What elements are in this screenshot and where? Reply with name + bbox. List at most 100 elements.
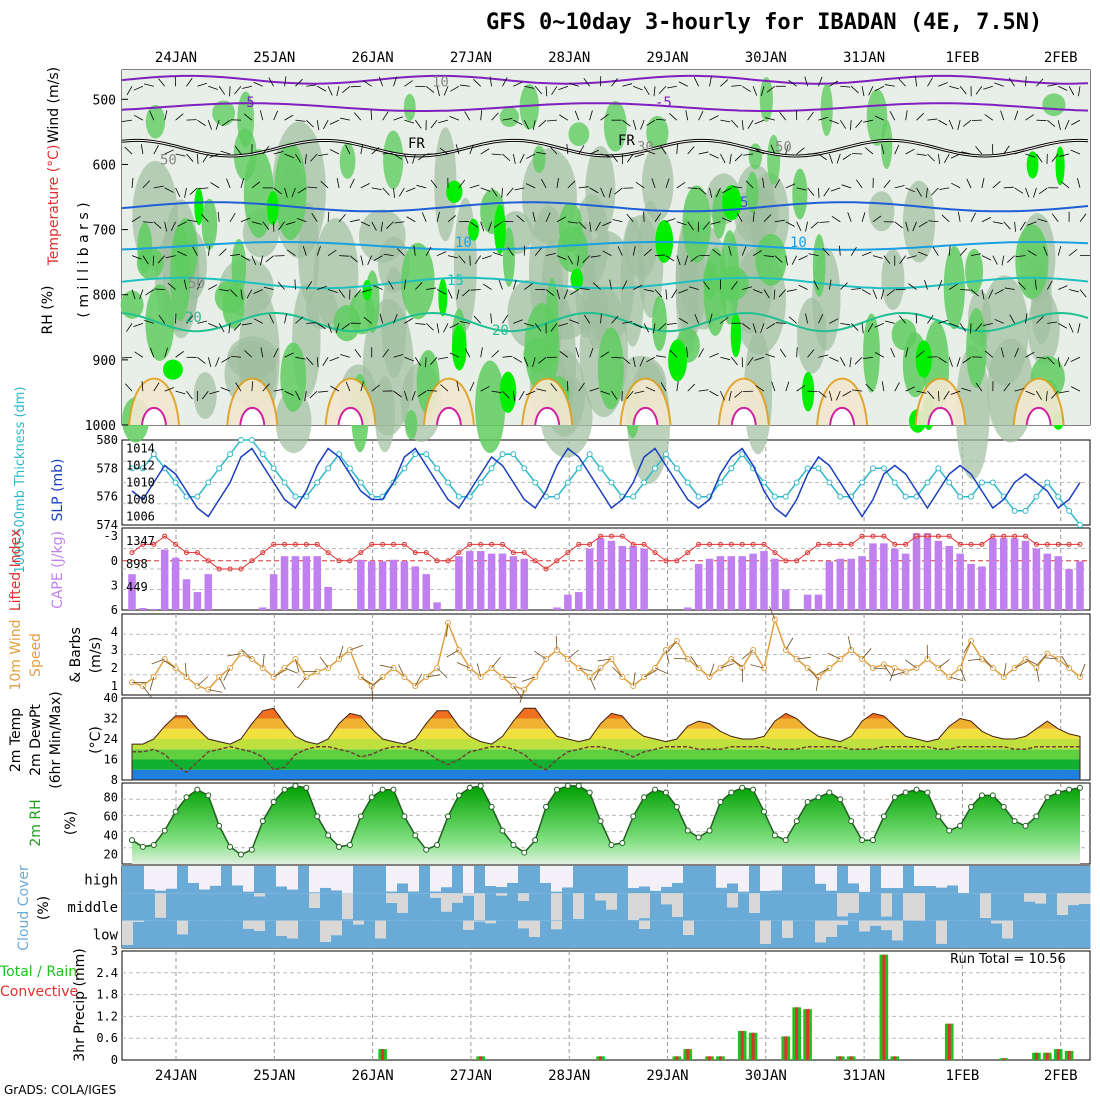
isotherm-5 xyxy=(121,201,1089,213)
wind-barb xyxy=(284,313,288,324)
wind-barb xyxy=(1008,77,1015,87)
thickness-line-point xyxy=(227,451,234,458)
wind-barb xyxy=(456,381,460,392)
contour-label: -5 xyxy=(238,95,255,111)
rh-contour-area xyxy=(298,202,320,303)
rh2m-line-point xyxy=(477,782,484,789)
wind-barb xyxy=(678,81,688,87)
wind-barb xyxy=(589,347,594,358)
cloud-cover-bar xyxy=(694,893,706,921)
cape-bar xyxy=(324,586,332,610)
wind-barb xyxy=(397,248,405,256)
rh2m-line-point xyxy=(532,837,539,844)
wind-barb xyxy=(818,354,829,358)
cloud-clear-bar xyxy=(881,920,893,931)
axis-tick-label: 16 xyxy=(104,753,118,767)
cloud-cover-bar xyxy=(408,920,420,948)
rh-contour-area xyxy=(274,142,307,241)
wind-barb xyxy=(273,388,284,392)
cloud-cover-bar xyxy=(914,920,926,948)
wind-barb xyxy=(534,323,542,332)
wind-barb xyxy=(743,153,754,156)
cape-bar xyxy=(760,551,768,610)
wind-barb xyxy=(643,86,650,96)
wind10-barb xyxy=(847,636,852,651)
wind-barb xyxy=(447,255,458,259)
cloud-clear-bar xyxy=(320,920,332,942)
wind-barb xyxy=(139,289,144,300)
axis-tick-label: 3 xyxy=(111,578,118,592)
wind-barb xyxy=(828,153,833,164)
wind-barb xyxy=(962,356,972,364)
wind-barb xyxy=(480,148,490,155)
rh2m-line-point xyxy=(227,843,234,850)
wind10-barb xyxy=(883,664,892,677)
wind10-barb xyxy=(513,685,522,698)
cloud-clear-bar xyxy=(276,866,288,887)
wind-barb xyxy=(417,153,427,161)
cloud-cover-bar xyxy=(309,892,321,894)
isotherm-30 xyxy=(829,407,856,426)
temp-band xyxy=(132,749,1080,760)
rh-contour-area xyxy=(881,248,905,311)
date-label-bottom: 24JAN xyxy=(155,1068,197,1084)
wind-barb xyxy=(363,80,372,87)
wind-barb xyxy=(263,286,274,290)
wind-barb xyxy=(736,212,743,222)
rh2m-line-point xyxy=(706,827,713,834)
rh-contour-area xyxy=(145,104,166,139)
cape-bar xyxy=(1065,569,1073,610)
wind-barb xyxy=(1047,119,1056,127)
wind-barb xyxy=(984,350,994,358)
rh-contour-area xyxy=(641,145,674,222)
cloud-clear-bar xyxy=(881,893,893,917)
wind-barb xyxy=(464,348,471,358)
pressure-tick-label: 900 xyxy=(93,354,116,369)
wind-barb xyxy=(791,255,798,265)
wind-barb xyxy=(1064,119,1070,130)
cloud-cover-bar xyxy=(419,893,431,921)
precip-convective-bar xyxy=(740,1030,744,1060)
cloud-cover-bar xyxy=(474,921,486,948)
wind-barb xyxy=(436,211,440,222)
wind-barb xyxy=(126,86,133,96)
wind-barb xyxy=(330,385,340,392)
wind-barb xyxy=(646,356,656,363)
cloud-cover-bar xyxy=(595,920,607,948)
cape-bar xyxy=(880,543,888,610)
axis-tick-label: 1010 xyxy=(126,476,155,490)
cloud-clear-bar xyxy=(177,920,189,935)
wind-barb xyxy=(558,85,568,91)
thickness-line-point xyxy=(401,465,408,472)
wind10-barb xyxy=(1079,663,1086,678)
thickness-line-point xyxy=(978,479,985,486)
wind-barb xyxy=(328,289,338,293)
wind-barb xyxy=(830,187,841,192)
wind-barb xyxy=(291,187,296,198)
wind-barb xyxy=(449,116,460,121)
rh-contour-area xyxy=(902,180,936,263)
cloud-cover-bar xyxy=(496,920,508,948)
axis-tick-label: 80 xyxy=(104,790,118,804)
cloud-clear-bar xyxy=(1057,893,1069,915)
wind-barb xyxy=(310,153,318,162)
cloud-cover-bar xyxy=(606,909,618,921)
wind-barb xyxy=(350,85,361,88)
wind-barb xyxy=(1003,186,1014,189)
wind-barb xyxy=(632,245,636,256)
rh2m-line-point xyxy=(586,789,593,796)
wind-barb xyxy=(197,82,208,87)
wind-barb xyxy=(975,382,983,392)
cloud-cover-bar xyxy=(881,916,893,921)
cloud-cover-bar xyxy=(661,904,673,921)
wind-barb xyxy=(134,351,144,358)
chart-title: GFS 0~10day 3-hourly for IBADAN (4E, 7.5… xyxy=(486,10,1043,35)
cloud-cover-bar xyxy=(793,893,805,921)
cloud-clear-bar xyxy=(914,866,926,886)
wind-barb xyxy=(284,76,287,87)
wind10-barb xyxy=(597,658,612,662)
wind-barb xyxy=(549,146,558,155)
cloud-clear-bar xyxy=(551,920,563,930)
wind-barb xyxy=(545,252,556,257)
wind-barb xyxy=(671,289,678,299)
